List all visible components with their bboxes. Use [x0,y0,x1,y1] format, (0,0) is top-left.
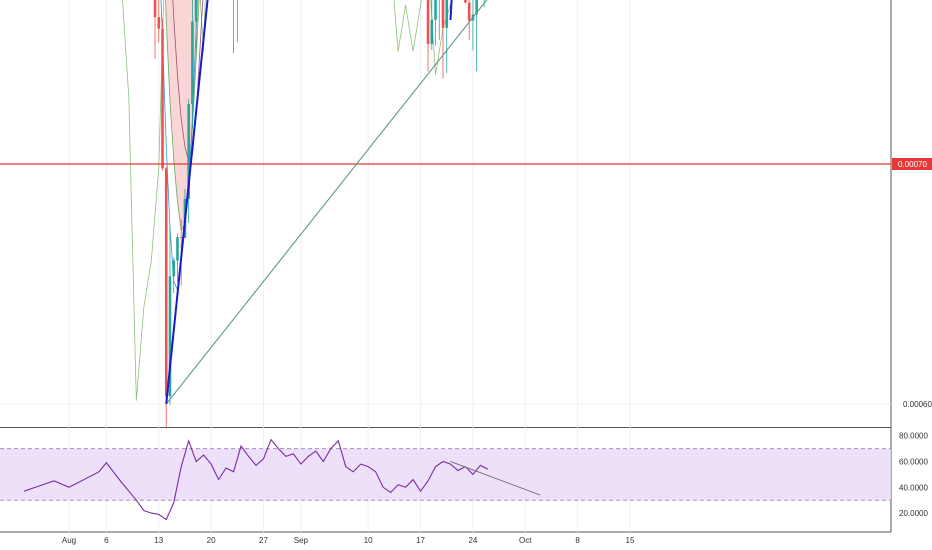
date-tick-label: 27 [259,536,268,545]
lagging-span [122,0,453,401]
date-tick-label: Aug [62,536,76,545]
rsi-pane [0,438,891,521]
date-tick-label: 17 [416,536,425,545]
price-level-label: 0.00070 [898,160,927,169]
channel-trend-line[interactable] [165,0,585,405]
candle-body [176,237,179,261]
candle-body [153,0,157,18]
candle-body [187,104,190,199]
candle-body [475,0,478,15]
rsi-trend-line[interactable] [450,461,541,496]
main-grid [0,0,891,532]
date-tick-label: 24 [468,536,477,545]
date-tick-label: 8 [575,536,580,545]
candle-body [194,0,198,22]
price-level-badge [892,158,932,170]
candle-body [157,17,161,29]
rsi-tick-label: 20.0000 [899,509,928,518]
candle-body [161,28,164,169]
cloud-segment [169,0,174,159]
rsi-tick-label: 80.0000 [899,432,928,441]
date-tick-label: Sep [294,536,309,545]
projection-arrow[interactable] [165,0,323,405]
cloud-segment [177,0,182,231]
cloud-segment [181,0,185,231]
candle-body [191,21,194,105]
candle-body [430,19,434,44]
candle-body [434,0,437,20]
rsi-band [0,448,891,501]
candle-body [467,2,471,21]
date-tick-label: 15 [626,536,635,545]
candle-body [441,0,445,28]
candle-body [168,276,172,397]
candle-body [426,0,430,44]
rsi-tick-label: 60.0000 [899,458,928,467]
candle-body [445,0,449,28]
price-tick-label: 0.00060 [903,400,932,409]
candle-body [179,237,183,239]
rsi-tick-label: 40.0000 [899,483,928,492]
date-tick-label: Oct [519,536,532,545]
cloud-segment [173,0,178,202]
date-tick-label: 6 [104,536,109,545]
candle-body [464,0,467,3]
candle-body [172,260,176,277]
date-tick-label: 20 [207,536,216,545]
date-tick-label: 13 [154,536,163,545]
date-tick-label: 10 [364,536,373,545]
candle-body [164,168,168,397]
rsi-line [23,438,489,521]
